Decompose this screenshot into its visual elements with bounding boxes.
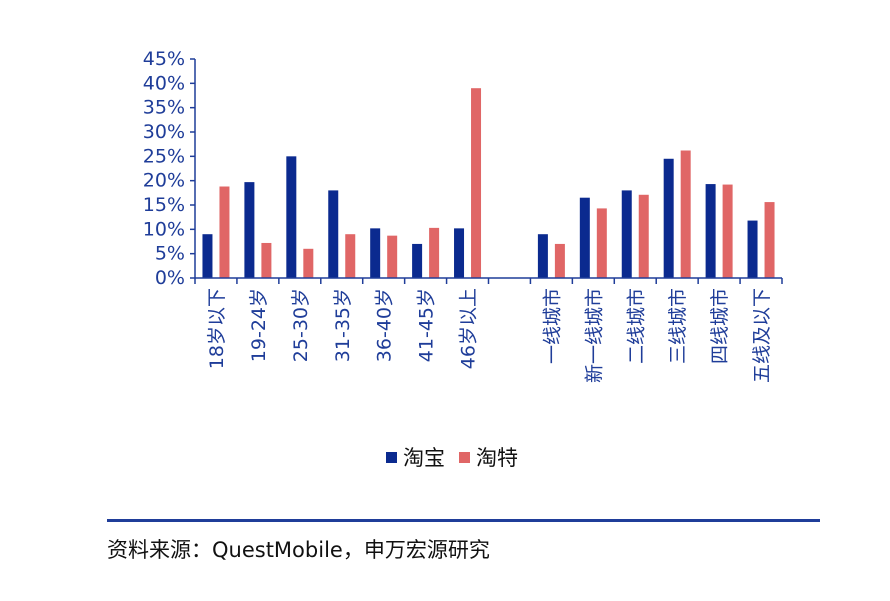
bar-taote: [596, 208, 607, 278]
bar-taote: [680, 150, 691, 278]
source-note: 资料来源：QuestMobile，申万宏源研究: [107, 538, 490, 562]
y-tick-label: 30%: [143, 121, 185, 143]
bar-taobao: [244, 182, 255, 278]
x-category-label: 36-40岁: [374, 288, 396, 362]
legend-swatch-taote: [459, 451, 470, 463]
legend-item-taote: 淘特: [459, 442, 518, 472]
y-tick-label: 10%: [143, 218, 185, 240]
bar-taote: [429, 227, 440, 278]
bar-taobao: [328, 190, 339, 278]
bar-taote: [764, 202, 775, 278]
bar-taote: [387, 235, 398, 278]
footer-divider: [107, 519, 820, 522]
bar-chart: 0%5% 10%15%20% 25%30%35% 40%45% 18岁以下 19-24岁…: [143, 48, 783, 383]
x-category-label: 五线及以下: [751, 288, 773, 383]
x-category-label: 新一线城市: [583, 288, 605, 383]
y-tick-label: 20%: [143, 170, 185, 192]
bar-taote: [471, 88, 482, 278]
y-tick-label: 15%: [143, 194, 185, 216]
x-axis: 18岁以下 19-24岁 25-30岁 31-35岁 36-40岁 41-45岁 46岁以上…: [194, 277, 783, 383]
bar-taobao: [286, 156, 297, 278]
x-category-label: 25-30岁: [290, 288, 312, 362]
x-category-label: 一线城市: [541, 288, 563, 364]
bar-taobao: [579, 197, 590, 278]
bar-taote: [722, 184, 733, 278]
legend-label-taote: 淘特: [476, 446, 518, 470]
bar-taote: [345, 234, 356, 278]
bar-taobao: [412, 243, 423, 278]
y-tick-label: 5%: [155, 243, 185, 265]
y-tick-label: 35%: [143, 97, 185, 119]
x-category-label: 31-35岁: [332, 288, 354, 362]
x-category-label: 二线城市: [625, 288, 647, 364]
y-tick-label: 40%: [143, 72, 185, 94]
legend-label-taobao: 淘宝: [403, 446, 445, 470]
y-axis: 0%5% 10%15%20% 25%30%35% 40%45%: [143, 48, 196, 289]
bar-taobao: [454, 228, 465, 278]
x-category-label: 三线城市: [667, 288, 689, 364]
bar-taobao: [747, 220, 758, 278]
legend-item-taobao: 淘宝: [386, 442, 445, 472]
y-tick-label: 45%: [143, 48, 185, 70]
legend-swatch-taobao: [386, 451, 397, 463]
bar-taobao: [705, 184, 716, 278]
bars: [202, 88, 775, 278]
y-tick-label: 25%: [143, 145, 185, 167]
bar-taote: [261, 242, 272, 278]
bar-taote: [638, 194, 649, 278]
x-category-label: 46岁以上: [458, 288, 480, 369]
x-category-label: 18岁以下: [206, 288, 228, 369]
bar-taobao: [202, 234, 213, 278]
x-category-label: 41-45岁: [416, 288, 438, 362]
x-category-label: 四线城市: [709, 288, 731, 364]
bar-taobao: [370, 228, 381, 278]
x-category-label: 19-24岁: [248, 288, 270, 362]
bar-taobao: [663, 158, 674, 278]
y-tick-label: 0%: [155, 267, 185, 289]
bar-taote: [303, 248, 314, 278]
bar-taobao: [621, 190, 632, 278]
legend: 淘宝 淘特: [386, 442, 532, 472]
bar-taobao: [537, 234, 548, 278]
bar-taote: [554, 243, 565, 278]
bar-taote: [219, 186, 230, 278]
